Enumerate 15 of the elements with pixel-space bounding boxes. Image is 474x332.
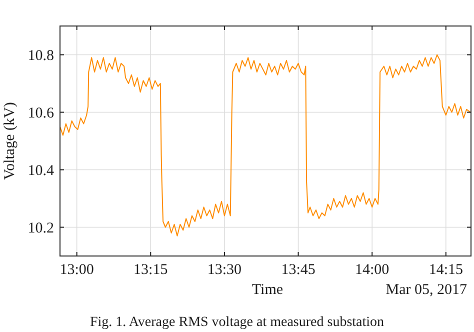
caption: Fig. 1. Average RMS voltage at measured substation — [90, 315, 384, 330]
x-tick-label: 13:30 — [207, 262, 242, 278]
y-tick-label: 10.4 — [28, 162, 54, 179]
x-axis-title: Time — [252, 282, 284, 298]
x-tick-label: 13:00 — [60, 262, 94, 278]
text: Mar 05, 2017 — [386, 282, 468, 298]
line-series — [60, 54, 471, 236]
x-tick-label: 13:15 — [134, 262, 168, 278]
y-axis-title: Voltage (kV) — [2, 102, 18, 180]
y-tick-label: 10.2 — [28, 220, 54, 236]
x-tick-label: 14:00 — [355, 262, 390, 278]
x-tick-label: 13:45 — [281, 262, 316, 278]
y-tick-label: 10.6 — [28, 105, 54, 122]
y-tick-label: 10.8 — [28, 48, 54, 64]
x-tick-label: 14:15 — [428, 262, 463, 278]
